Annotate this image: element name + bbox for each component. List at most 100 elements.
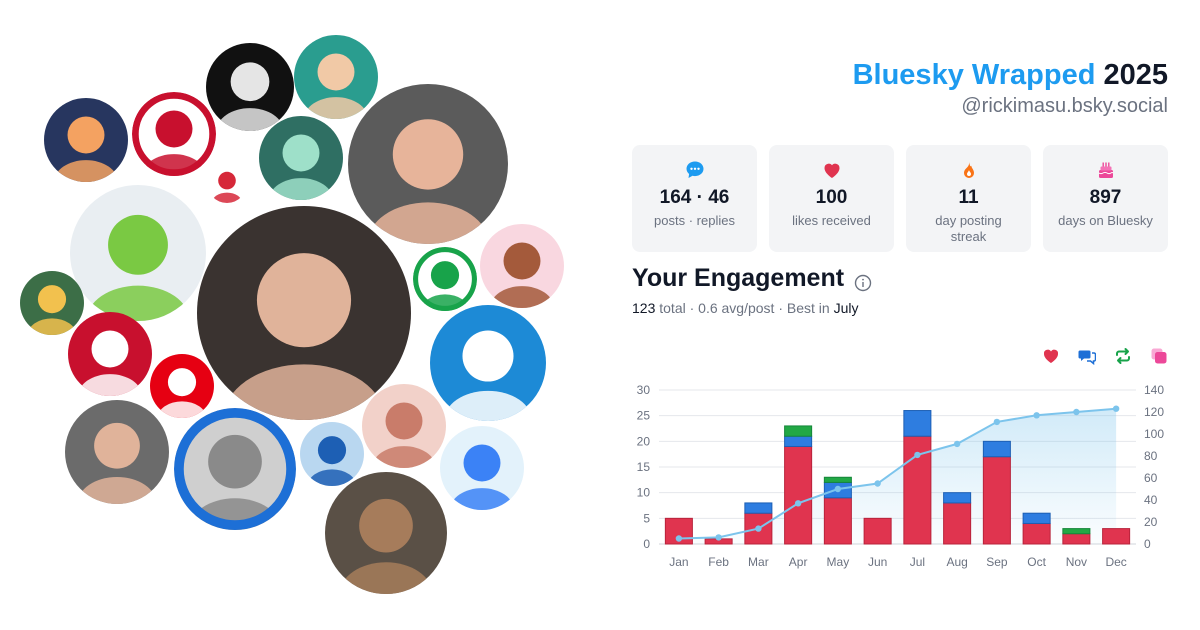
- separator: ·: [778, 300, 784, 316]
- separator: ·: [689, 300, 695, 316]
- avatar-megaman: [300, 422, 364, 486]
- title-year: 2025: [1103, 59, 1168, 91]
- cumulative-point: [794, 500, 802, 507]
- cumulative-point: [914, 451, 921, 459]
- engagement-summary: 123 total · 0.6 avg/post · Best in July: [632, 299, 859, 317]
- engagement-avg: 0.6 avg/post: [698, 300, 775, 316]
- cumulative-point: [834, 485, 842, 493]
- x-tick: Jul: [910, 555, 925, 569]
- bar-replies: [784, 435, 813, 447]
- cumulative-line: [678, 407, 1117, 540]
- bar-reposts: [784, 425, 813, 437]
- x-tick: Mar: [748, 555, 769, 569]
- avatar-red-badge: [207, 163, 247, 203]
- y-tick-right: 140: [1144, 383, 1164, 397]
- avatar-squid: [44, 98, 128, 182]
- engagement-chart: 0 5 10 15 20 25 30 0 20 40 60 80 100 120 140 Jan Feb Mar A…: [637, 383, 1165, 569]
- y-tick-left: 30: [637, 383, 651, 397]
- stats-row: 164 · 46 posts · replies 100 likes recei…: [632, 145, 1168, 252]
- x-tick: Dec: [1105, 555, 1126, 569]
- cumulative-point: [1073, 408, 1080, 416]
- y-tick-left: 15: [637, 460, 651, 474]
- bar-likes: [943, 502, 972, 545]
- bar-likes: [823, 497, 852, 545]
- avatar-lapis: [440, 426, 524, 510]
- avatar-samus: [259, 116, 343, 200]
- cake-icon: [1043, 159, 1168, 181]
- stat-label: posts · replies: [654, 213, 735, 228]
- y-tick-right: 80: [1144, 449, 1158, 463]
- stat-label: day posting streak: [935, 213, 1002, 244]
- avatar-link-cartoon: [70, 185, 206, 321]
- heart-icon: [769, 159, 894, 181]
- avatar-man-dark: [325, 472, 447, 594]
- stat-card-posts: 164 · 46 posts · replies: [632, 145, 757, 252]
- stat-value: 11: [958, 187, 979, 208]
- reply-icon[interactable]: [1078, 347, 1096, 365]
- stat-value: 100: [815, 187, 848, 208]
- avatar-main-face: [197, 206, 411, 420]
- y-tick-right: 100: [1144, 427, 1164, 441]
- avatar-glasses: [294, 35, 378, 119]
- y-tick-right: 120: [1144, 405, 1164, 419]
- engagement-total-value: 123: [632, 300, 656, 316]
- cumulative-point: [1112, 405, 1120, 412]
- cumulative-point: [1033, 412, 1040, 419]
- y-tick-left: 0: [643, 537, 650, 551]
- y-tick-right: 60: [1144, 471, 1158, 485]
- stat-card-streak: 11 day posting streak: [906, 145, 1031, 252]
- bar-reposts: [823, 476, 852, 483]
- info-icon[interactable]: [854, 269, 872, 292]
- stat-card-days: 897 days on Bluesky: [1043, 145, 1168, 252]
- x-tick: Nov: [1066, 555, 1087, 569]
- header: Bluesky Wrapped 2025 @rickimasu.bsky.soc…: [853, 58, 1168, 118]
- y-tick-left: 5: [643, 511, 650, 525]
- speech-bubble-icon: [632, 159, 757, 181]
- engagement-best-month: July: [833, 300, 859, 316]
- engagement-title: Your Engagement: [632, 264, 845, 292]
- avatar-blocks: [174, 408, 296, 530]
- avatar-brand-red: [150, 354, 214, 418]
- engagement-total-label: total: [659, 300, 686, 316]
- stat-value: 897: [1089, 187, 1122, 208]
- x-tick: Oct: [1027, 555, 1046, 569]
- repost-icon[interactable]: [1114, 347, 1132, 365]
- x-tick: Jan: [669, 555, 688, 569]
- wrapped-panel: Bluesky Wrapped 2025 @rickimasu.bsky.soc…: [632, 0, 1168, 630]
- x-tick: Aug: [946, 555, 967, 569]
- bar-likes: [1062, 533, 1091, 545]
- stat-card-likes: 100 likes received: [769, 145, 894, 252]
- avatar-leaf: [413, 247, 477, 311]
- flame-icon: [906, 159, 1031, 181]
- bar-likes: [784, 445, 813, 545]
- x-tick: Feb: [708, 555, 729, 569]
- cumulative-point: [675, 535, 683, 542]
- avatar-toad-blue: [430, 305, 546, 421]
- avatar-collage: [20, 35, 564, 594]
- bar-likes: [982, 456, 1011, 545]
- user-handle: @rickimasu.bsky.social: [961, 95, 1168, 117]
- bar-replies: [943, 492, 972, 504]
- cumulative-point: [715, 534, 722, 541]
- engagement-heading: Your Engagement: [632, 263, 872, 293]
- cumulative-point: [993, 418, 1001, 426]
- y-tick-left: 10: [637, 486, 651, 500]
- avatar-switch-man: [348, 84, 508, 244]
- bar-replies: [982, 440, 1011, 458]
- cumulative-point: [755, 525, 762, 532]
- x-tick: Sep: [986, 555, 1008, 569]
- y-tick-right: 40: [1144, 493, 1158, 507]
- heart-icon[interactable]: [1042, 347, 1060, 365]
- engagement-best-prefix: Best in: [786, 300, 830, 316]
- quote-icon[interactable]: [1150, 347, 1168, 365]
- bar-likes: [863, 517, 892, 545]
- avatar-controller: [206, 43, 294, 131]
- avatar-link-hero: [20, 271, 84, 335]
- stat-label: days on Bluesky: [1058, 213, 1153, 228]
- avatar-anime-girl: [480, 224, 564, 308]
- avatar-anime-pink: [362, 384, 446, 468]
- bar-replies: [744, 502, 773, 514]
- bar-likes: [1022, 522, 1051, 545]
- y-tick-right: 0: [1144, 537, 1151, 551]
- avatar-young-man: [65, 400, 169, 504]
